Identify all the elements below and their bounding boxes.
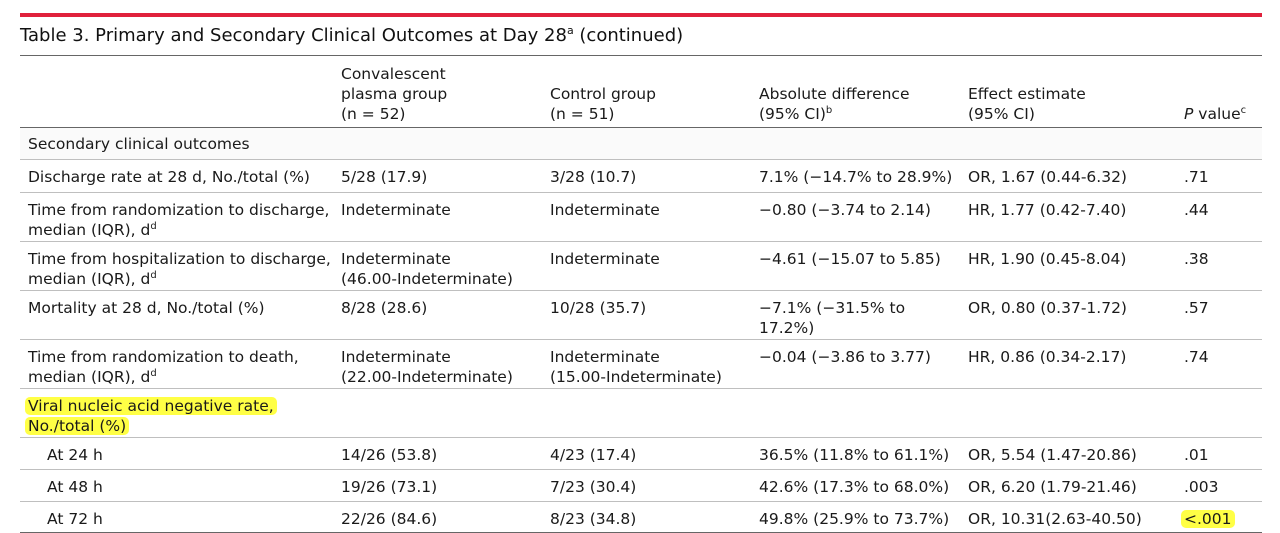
cell-difference: −0.80 (−3.74 to 2.14)	[759, 200, 931, 219]
cell-plasma: 14/26 (53.8)	[341, 445, 438, 464]
table-header-row: Convalescent plasma group (n = 52) Contr…	[20, 56, 1262, 127]
cell-difference: 7.1% (−14.7% to 28.9%)	[759, 167, 953, 186]
outcomes-table-container: Convalescent plasma group (n = 52) Contr…	[20, 56, 1262, 533]
cell-effect: OR, 10.31(2.63-40.50)	[968, 509, 1142, 528]
cell-effect: OR, 6.20 (1.79-21.46)	[968, 477, 1137, 496]
header-absolute-difference: Absolute difference (95% CI)b	[759, 84, 910, 123]
outcomes-table: Convalescent plasma group (n = 52) Contr…	[20, 56, 1262, 533]
table-row-viral-header: Viral nucleic acid negative rate, No./to…	[20, 388, 1262, 437]
row-label: At 48 h	[47, 477, 103, 496]
row-label: At 24 h	[47, 445, 103, 464]
title-footnote-marker: a	[566, 24, 574, 37]
cell-effect: OR, 0.80 (0.37-1.72)	[968, 298, 1127, 317]
cell-effect: OR, 5.54 (1.47-20.86)	[968, 445, 1137, 464]
row-label: Time from randomization to discharge, me…	[28, 200, 330, 239]
cell-p-value: .38	[1184, 249, 1209, 268]
cell-p-value: .01	[1184, 445, 1209, 464]
table-row: At 24 h 14/26 (53.8) 4/23 (17.4) 36.5% (…	[20, 437, 1262, 469]
cell-difference: −4.61 (−15.07 to 5.85)	[759, 249, 941, 268]
table-row: At 72 h 22/26 (84.6) 8/23 (34.8) 49.8% (…	[20, 501, 1262, 532]
cell-difference: −0.04 (−3.86 to 3.77)	[759, 347, 931, 366]
table-row: At 48 h 19/26 (73.1) 7/23 (30.4) 42.6% (…	[20, 469, 1262, 501]
cell-plasma: Indeterminate	[341, 200, 451, 219]
cell-control: Indeterminate	[550, 249, 660, 268]
cell-control: 8/23 (34.8)	[550, 509, 637, 528]
section-title: Secondary clinical outcomes	[28, 134, 250, 153]
cell-p-value: .003	[1184, 477, 1219, 496]
row-label: Mortality at 28 d, No./total (%)	[28, 298, 265, 317]
header-plasma-group: Convalescent plasma group (n = 52)	[341, 64, 448, 123]
cell-control: Indeterminate	[550, 200, 660, 219]
cell-difference: 49.8% (25.9% to 73.7%)	[759, 509, 950, 528]
header-control-group: Control group (n = 51)	[550, 84, 656, 123]
row-label: Time from randomization to death, median…	[28, 347, 299, 386]
row-label-highlighted: Viral nucleic acid negative rate, No./to…	[20, 388, 1262, 437]
cell-control: Indeterminate (15.00-Indeterminate)	[550, 347, 722, 386]
cell-control: 10/28 (35.7)	[550, 298, 647, 317]
cell-plasma: 19/26 (73.1)	[341, 477, 438, 496]
cell-control: 3/28 (10.7)	[550, 167, 637, 186]
cell-p-value: .57	[1184, 298, 1209, 317]
cell-control: 4/23 (17.4)	[550, 445, 637, 464]
cell-p-value: .71	[1184, 167, 1209, 186]
table-row: Mortality at 28 d, No./total (%) 8/28 (2…	[20, 290, 1262, 339]
header-p-value: P valuec	[1184, 104, 1247, 123]
cell-effect: HR, 0.86 (0.34-2.17)	[968, 347, 1127, 366]
highlight-mark: No./total (%)	[25, 416, 130, 435]
cell-effect: OR, 1.67 (0.44-6.32)	[968, 167, 1127, 186]
cell-control: 7/23 (30.4)	[550, 477, 637, 496]
table-row: Time from randomization to death, median…	[20, 339, 1262, 388]
header-effect-estimate: Effect estimate (95% CI)	[968, 84, 1086, 123]
cell-difference: 42.6% (17.3% to 68.0%)	[759, 477, 950, 496]
highlight-mark: <.001	[1181, 509, 1235, 528]
title-rule	[20, 55, 1262, 56]
row-label: Discharge rate at 28 d, No./total (%)	[28, 167, 310, 186]
cell-p-value: .44	[1184, 200, 1209, 219]
table-row: Time from hospitalization to discharge, …	[20, 241, 1262, 290]
cell-difference: 36.5% (11.8% to 61.1%)	[759, 445, 950, 464]
cell-plasma: 22/26 (84.6)	[341, 509, 438, 528]
section-row-secondary-outcomes: Secondary clinical outcomes	[20, 127, 1262, 159]
cell-plasma: Indeterminate (46.00-Indeterminate)	[341, 249, 513, 288]
row-label: Time from hospitalization to discharge, …	[28, 249, 331, 288]
cell-p-value-highlighted: <.001	[1176, 501, 1262, 532]
highlight-mark: Viral nucleic acid negative rate,	[25, 396, 277, 415]
cell-effect: HR, 1.77 (0.42-7.40)	[968, 200, 1127, 219]
table-row: Time from randomization to discharge, me…	[20, 192, 1262, 241]
cell-effect: HR, 1.90 (0.45-8.04)	[968, 249, 1127, 268]
table-row: Discharge rate at 28 d, No./total (%) 5/…	[20, 159, 1262, 192]
cell-plasma: 5/28 (17.9)	[341, 167, 428, 186]
top-accent-bar	[20, 13, 1262, 17]
cell-plasma: 8/28 (28.6)	[341, 298, 428, 317]
cell-plasma: Indeterminate (22.00-Indeterminate)	[341, 347, 513, 386]
table-title: Table 3. Primary and Secondary Clinical …	[20, 24, 684, 46]
row-label: At 72 h	[47, 509, 103, 528]
cell-p-value: .74	[1184, 347, 1209, 366]
cell-difference: −7.1% (−31.5% to 17.2%)	[759, 298, 906, 337]
header-outcome	[20, 56, 341, 127]
